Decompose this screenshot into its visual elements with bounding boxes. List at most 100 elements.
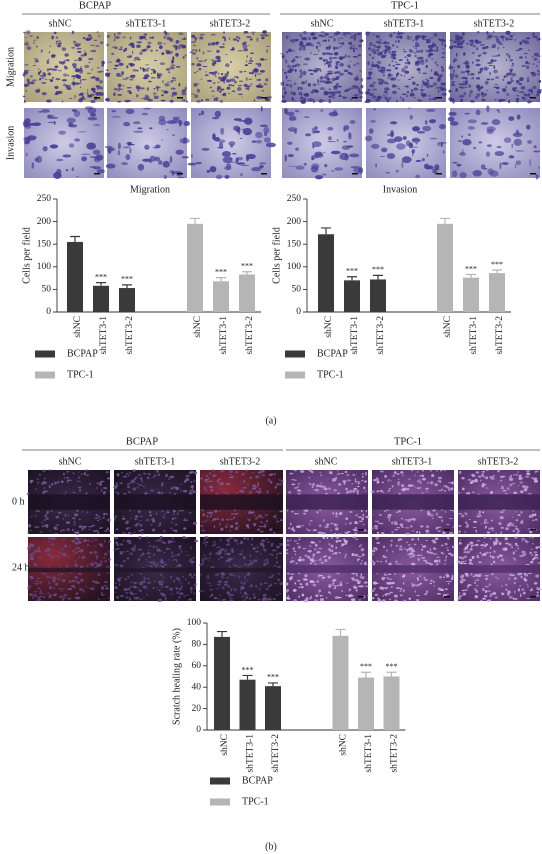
cell bbox=[358, 599, 362, 601]
cell bbox=[178, 596, 181, 600]
cell bbox=[47, 537, 52, 539]
cell bbox=[183, 527, 187, 530]
cell bbox=[308, 37, 311, 41]
cell bbox=[157, 491, 161, 494]
cell bbox=[491, 119, 501, 126]
cell bbox=[463, 555, 468, 558]
cell bbox=[192, 556, 195, 559]
cell bbox=[173, 558, 177, 561]
cell bbox=[391, 74, 394, 76]
cell bbox=[280, 53, 285, 55]
cell bbox=[56, 158, 64, 162]
cell bbox=[425, 58, 428, 63]
cell bbox=[101, 587, 104, 591]
cell bbox=[79, 565, 84, 569]
cell bbox=[333, 46, 340, 50]
cell bbox=[297, 525, 301, 529]
cell bbox=[449, 78, 454, 80]
cell bbox=[514, 150, 525, 152]
cell bbox=[482, 46, 486, 50]
cell bbox=[300, 100, 306, 104]
cell bbox=[359, 563, 363, 565]
cell bbox=[233, 513, 238, 516]
cell bbox=[425, 64, 429, 69]
cell bbox=[201, 559, 204, 563]
cell bbox=[231, 547, 234, 551]
cell bbox=[254, 73, 257, 77]
cell bbox=[138, 548, 142, 551]
cell bbox=[507, 590, 511, 594]
cell bbox=[234, 522, 239, 525]
cell bbox=[190, 546, 192, 550]
cell bbox=[405, 532, 410, 536]
cell bbox=[228, 566, 232, 568]
column-label: shTET3-2 bbox=[220, 456, 261, 467]
cell bbox=[516, 114, 521, 120]
cell bbox=[315, 45, 318, 49]
cell bbox=[66, 476, 70, 479]
cell bbox=[91, 49, 97, 53]
cell bbox=[279, 537, 284, 539]
cell bbox=[498, 554, 503, 557]
cell bbox=[252, 472, 254, 474]
cell bbox=[282, 87, 287, 91]
cell bbox=[207, 477, 210, 480]
cell bbox=[25, 152, 28, 157]
cell bbox=[379, 155, 385, 157]
cell bbox=[73, 110, 81, 118]
cell bbox=[450, 577, 454, 581]
cell bbox=[25, 137, 31, 145]
cell bbox=[458, 83, 463, 86]
cell bbox=[293, 82, 297, 86]
cell bbox=[29, 553, 34, 556]
cell bbox=[158, 589, 161, 591]
error-bar bbox=[361, 671, 371, 678]
cell bbox=[416, 57, 421, 60]
cell bbox=[349, 594, 354, 597]
cell bbox=[511, 516, 514, 518]
cell bbox=[515, 163, 517, 169]
cell bbox=[220, 482, 225, 485]
cell bbox=[472, 41, 474, 45]
cell bbox=[464, 112, 470, 115]
cell bbox=[382, 599, 385, 603]
cell bbox=[415, 486, 417, 489]
cell bbox=[58, 588, 63, 590]
scale-bar bbox=[273, 596, 279, 598]
cell bbox=[373, 108, 376, 111]
cell bbox=[381, 147, 388, 153]
cell bbox=[435, 527, 440, 529]
cell bbox=[433, 559, 439, 563]
cell bbox=[408, 78, 412, 81]
cell bbox=[27, 531, 30, 534]
cell bbox=[183, 595, 186, 597]
cell bbox=[200, 99, 204, 102]
cell bbox=[99, 519, 102, 521]
cell bbox=[353, 85, 358, 89]
cell bbox=[246, 86, 250, 91]
cell bbox=[444, 562, 446, 566]
cell bbox=[179, 582, 182, 585]
cell bbox=[108, 540, 111, 543]
x-tick-label: shTET3-1 bbox=[350, 316, 360, 355]
cell bbox=[104, 540, 106, 543]
cell bbox=[506, 72, 511, 76]
cell bbox=[174, 523, 178, 526]
cell bbox=[472, 61, 474, 65]
cell bbox=[208, 472, 212, 475]
cell bbox=[472, 76, 474, 79]
cell bbox=[413, 543, 417, 546]
cell bbox=[511, 545, 514, 549]
cell bbox=[88, 61, 91, 64]
y-tick-label: 250 bbox=[37, 194, 52, 204]
cell bbox=[439, 123, 446, 130]
cell bbox=[328, 72, 334, 75]
cell bbox=[119, 482, 123, 484]
cell bbox=[491, 530, 495, 532]
cell bbox=[167, 541, 170, 544]
cell bbox=[538, 587, 541, 590]
cell bbox=[46, 575, 51, 579]
cell bbox=[373, 587, 376, 590]
cell bbox=[117, 83, 122, 88]
cell bbox=[392, 65, 396, 67]
